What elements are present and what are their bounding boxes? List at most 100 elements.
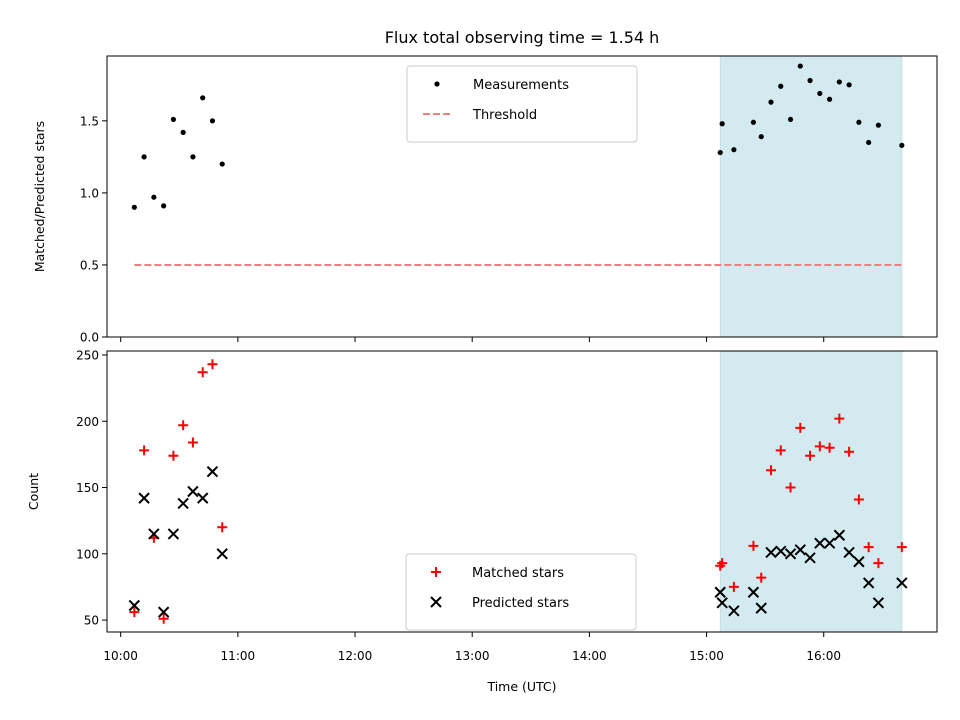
data-point (873, 558, 884, 569)
data-point (178, 420, 189, 431)
x-tick-label: 12:00 (338, 649, 373, 663)
data-point (804, 552, 816, 564)
legend-marker (430, 596, 442, 608)
data-point (187, 437, 198, 448)
legend-box (406, 65, 638, 143)
data-point (168, 450, 179, 461)
data-point (765, 546, 777, 559)
data-point (775, 445, 786, 456)
y-tick-label: 150 (76, 481, 99, 495)
y-tick-label: 1.0 (80, 186, 99, 200)
plot-frame (106, 55, 938, 338)
highlight-span (719, 350, 903, 633)
data-point (748, 540, 759, 551)
data-point (129, 607, 140, 618)
data-point (797, 63, 803, 69)
plot-frame (106, 350, 938, 633)
data-point (795, 422, 806, 433)
y-tick-label: 1.5 (80, 114, 99, 128)
data-point (207, 359, 218, 370)
data-point (141, 154, 147, 160)
data-point (219, 161, 225, 167)
panel-ratio: 0.0 0.5 1.0 1.5 Matched/Predicted stars Measu… (32, 55, 938, 345)
data-point (190, 154, 196, 160)
data-point (834, 413, 845, 424)
data-point (716, 597, 728, 609)
data-point (151, 194, 157, 200)
legend-entry: Threshold (472, 108, 537, 123)
data-point (846, 82, 852, 88)
data-point (875, 122, 882, 128)
data-point (862, 577, 875, 589)
x-tick-label: 16:00 (806, 649, 841, 663)
data-point (157, 606, 170, 618)
x-tick-label: 14:00 (572, 649, 607, 663)
data-point (717, 558, 728, 569)
data-point (217, 522, 228, 533)
data-point (807, 77, 813, 84)
data-point (758, 134, 764, 140)
legend-marker (431, 567, 441, 577)
data-point (177, 497, 189, 510)
data-point (717, 149, 723, 156)
x-tick-label: 13:00 (455, 649, 490, 663)
series-predicted-stars (128, 465, 908, 618)
series-measurements (131, 63, 905, 210)
data-point (805, 450, 816, 461)
data-point (148, 528, 160, 540)
legend-entry: Matched stars (472, 566, 564, 581)
data-point (728, 581, 739, 592)
y-axis-label: Count (26, 473, 41, 510)
chart-title: Flux total observing time = 1.54 h (385, 28, 660, 47)
data-point (719, 121, 725, 127)
data-point (167, 528, 180, 540)
data-point (209, 118, 216, 124)
data-point (216, 548, 228, 560)
legend-entry: Measurements (473, 78, 569, 93)
data-point (853, 494, 864, 505)
data-point (794, 544, 807, 556)
legend-marker (434, 81, 440, 87)
y-tick-label: 0.5 (80, 258, 99, 272)
data-point (856, 119, 862, 125)
x-axis-label: Time (UTC) (486, 679, 556, 694)
data-point (768, 99, 774, 105)
data-point (785, 482, 796, 493)
y-tick-label: 0.0 (80, 331, 99, 345)
data-point (866, 139, 872, 146)
data-point (197, 367, 208, 378)
data-point (131, 204, 137, 210)
data-point (728, 605, 740, 617)
data-point (843, 546, 855, 559)
data-point (750, 119, 757, 125)
data-point (158, 613, 169, 624)
legend: Matched stars Predicted stars (405, 553, 637, 631)
data-point (817, 90, 823, 97)
data-point (775, 545, 787, 557)
data-point (766, 465, 776, 476)
x-tick-label: 11:00 (221, 649, 256, 663)
y-tick-label: 200 (76, 415, 99, 429)
y-axis-label: Matched/Predicted stars (32, 121, 47, 272)
data-point (755, 602, 767, 614)
data-point (826, 96, 833, 102)
data-point (814, 441, 825, 452)
data-point (128, 599, 141, 612)
panel-counts: 50 100 150 200 250 10:00 11:00 12:00 13:00 14:00 1… (26, 348, 938, 663)
data-point (747, 586, 760, 598)
data-point (844, 446, 855, 457)
data-point (139, 445, 150, 456)
y-tick-label: 100 (76, 547, 99, 561)
data-point (787, 116, 794, 123)
data-point (180, 129, 186, 135)
data-point (170, 116, 176, 123)
data-point (138, 492, 150, 504)
data-point (896, 577, 908, 589)
data-point (756, 572, 767, 583)
x-tick-label: 15:00 (689, 649, 724, 663)
data-point (863, 542, 874, 553)
data-point (731, 147, 737, 153)
chart-panels: 0.0 0.5 1.0 1.5 Matched/Predicted stars Measu… (26, 55, 938, 663)
legend: Measurements Threshold (406, 65, 638, 143)
